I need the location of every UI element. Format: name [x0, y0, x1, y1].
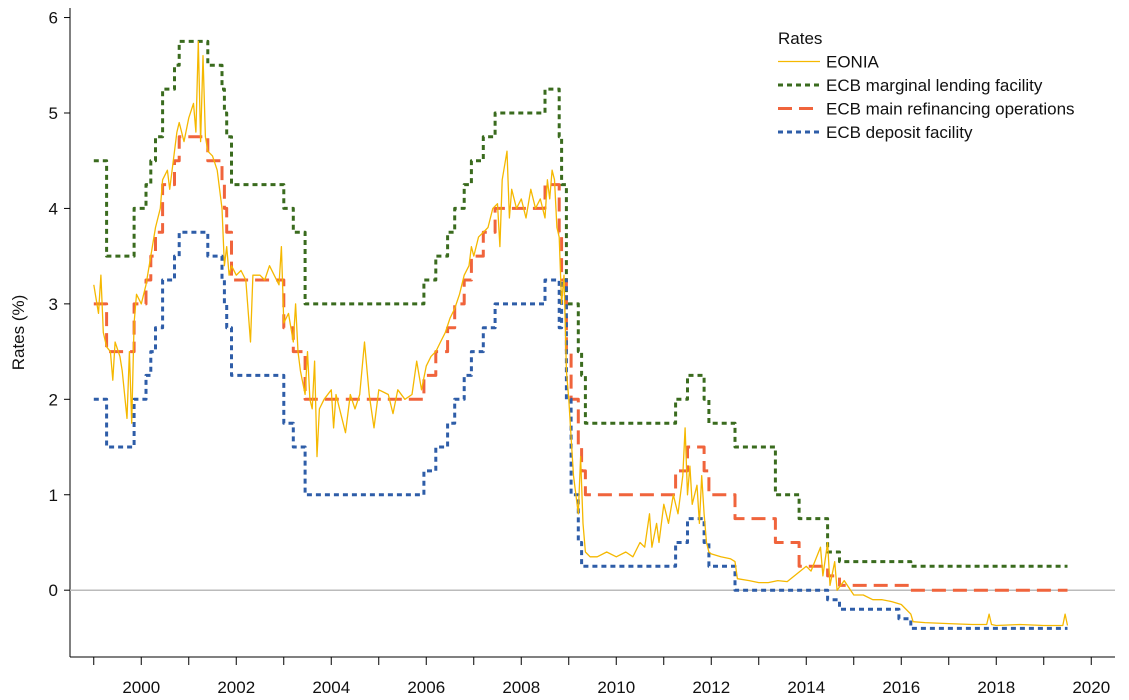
x-tick-label: 2018 [977, 678, 1015, 697]
series-line-0 [93, 39, 1068, 568]
legend-label: EONIA [826, 53, 880, 72]
y-tick-label: 1 [49, 486, 58, 505]
legend-label: ECB deposit facility [826, 123, 973, 142]
y-tick-label: 2 [49, 390, 58, 409]
y-tick-label: 3 [49, 295, 58, 314]
legend-label: ECB main refinancing operations [826, 100, 1075, 119]
x-tick-label: 2016 [882, 678, 920, 697]
series-line-3 [93, 40, 1069, 627]
x-tick-label: 2002 [217, 678, 255, 697]
x-tick-label: 2006 [407, 678, 445, 697]
x-tick-label: 2008 [502, 678, 540, 697]
y-tick-label: 6 [49, 9, 58, 28]
legend-title: Rates [778, 29, 822, 48]
y-axis-title: Rates (%) [9, 295, 28, 371]
x-tick-label: 2012 [692, 678, 730, 697]
series-line-2 [93, 230, 1068, 630]
x-tick-label: 2010 [597, 678, 635, 697]
x-tick-label: 2020 [1072, 678, 1110, 697]
y-tick-label: 0 [49, 581, 58, 600]
axes: 0 1 2 3 4 5 6 2000 2002 2004 2006 2008 2010 2012 2014 2… [49, 8, 1115, 697]
legend: Rates EONIA ECB marginal lending facility… [778, 29, 1075, 142]
series-line-1 [93, 135, 1068, 592]
y-tick-label: 5 [49, 104, 58, 123]
y-tick-label: 4 [49, 199, 58, 218]
x-tick-label: 2000 [122, 678, 160, 697]
series-lines [93, 39, 1069, 630]
legend-label: ECB marginal lending facility [826, 76, 1043, 95]
x-tick-label: 2014 [787, 678, 825, 697]
x-tick-label: 2004 [312, 678, 350, 697]
